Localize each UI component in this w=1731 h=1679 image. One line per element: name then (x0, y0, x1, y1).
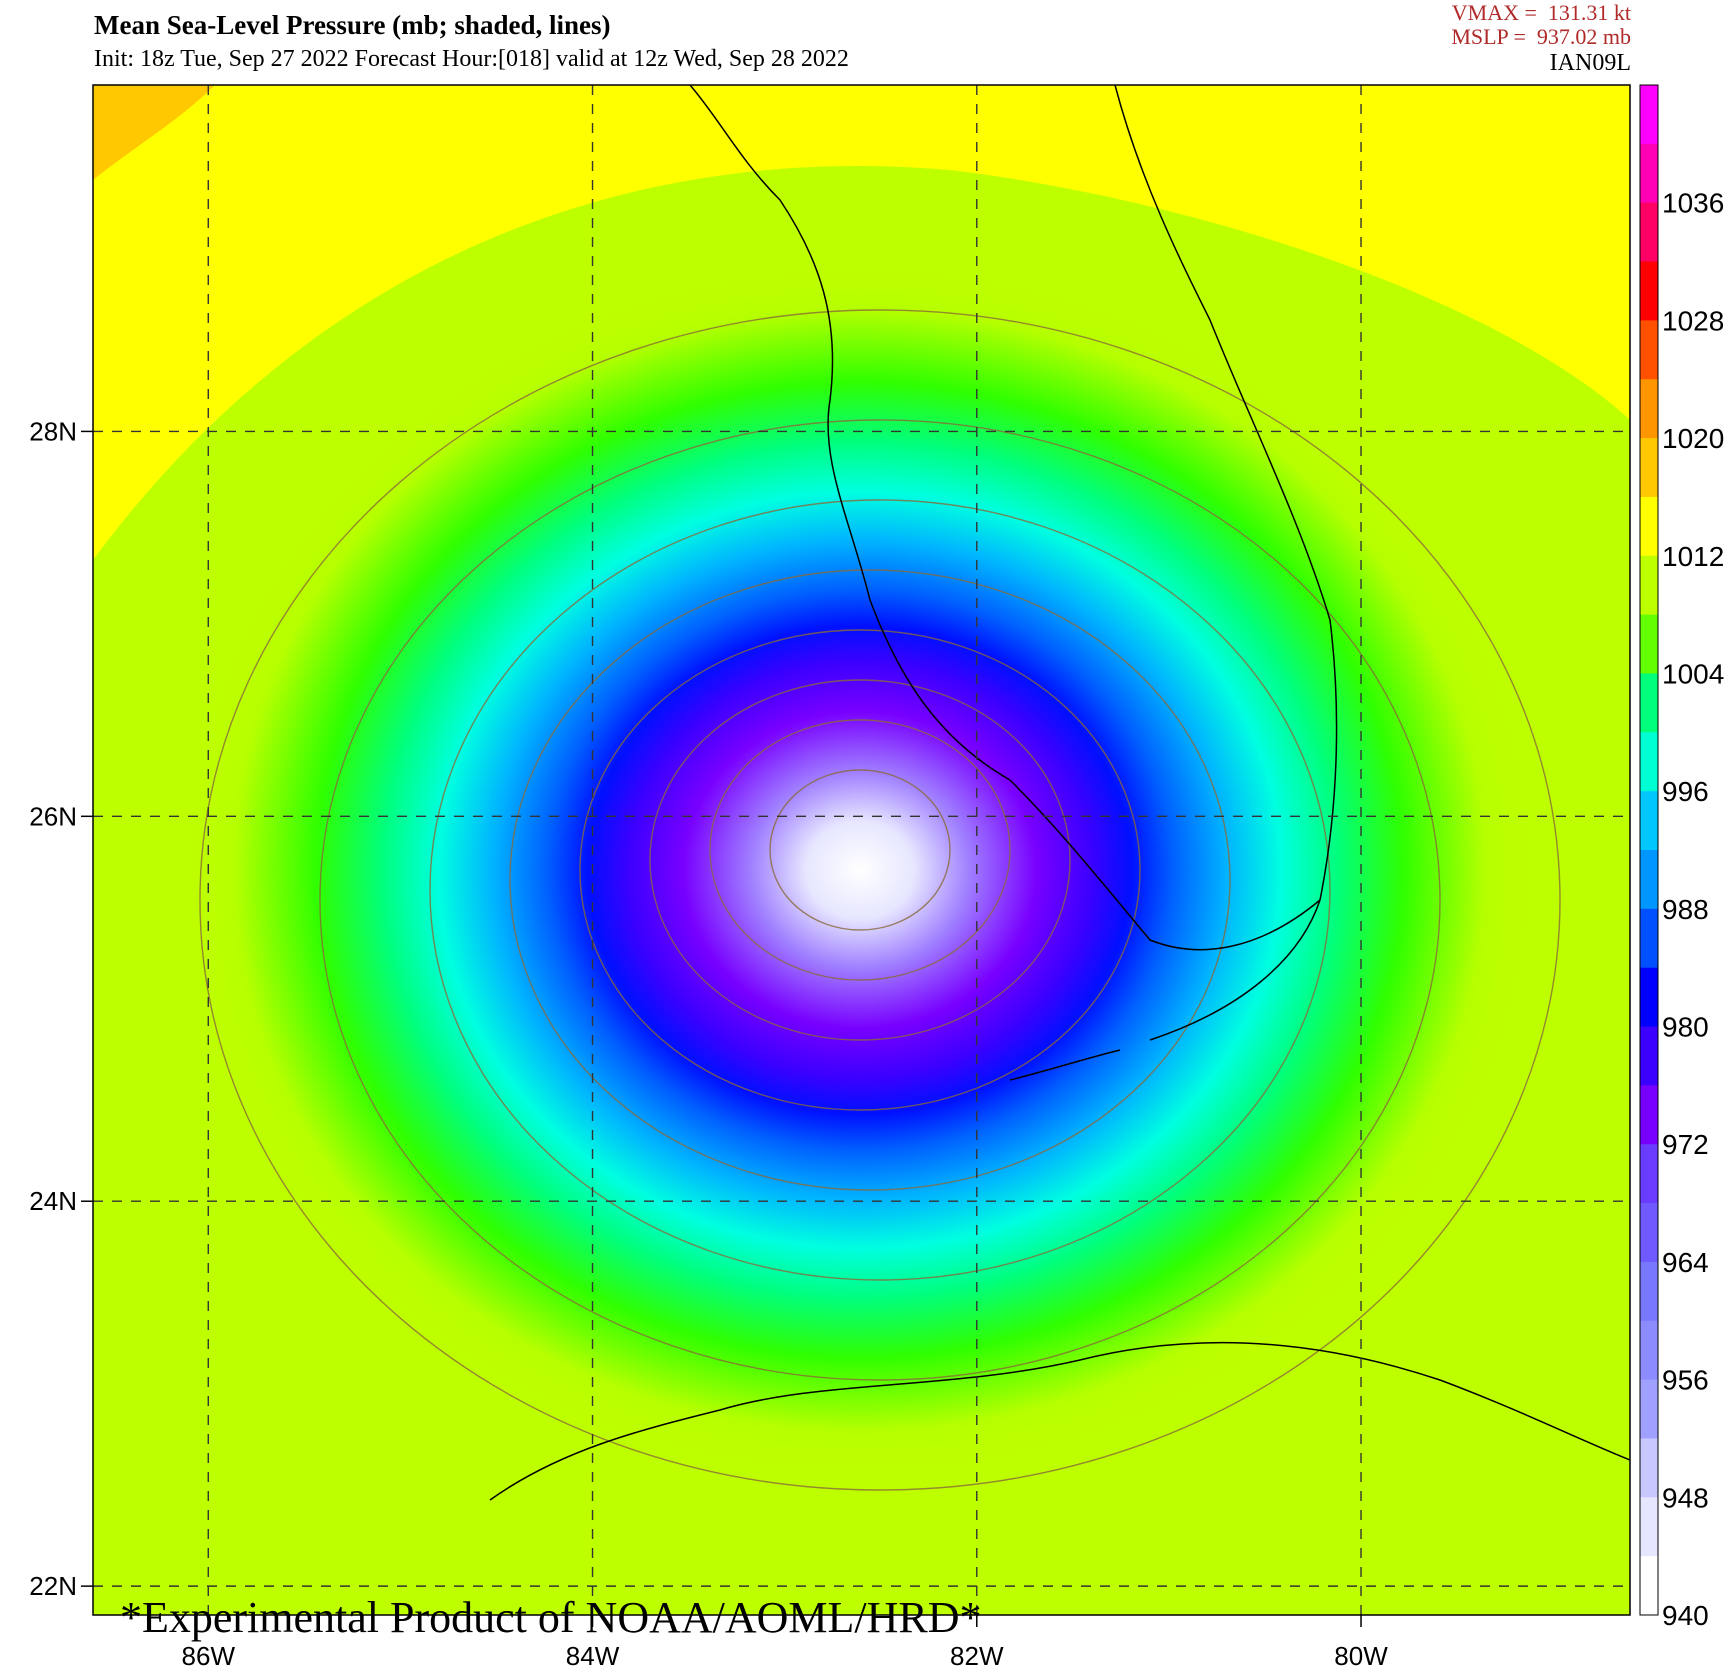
colorbar-swatch (1640, 791, 1658, 851)
colorbar-label: 956 (1662, 1365, 1709, 1396)
high-pressure-corner (93, 85, 215, 180)
colorbar-swatch (1640, 1026, 1658, 1086)
axis-ticks: 86W 84W 82W 80W 28N 26N 24N 22N (29, 416, 1388, 1671)
colorbar-swatch (1640, 438, 1658, 498)
colorbar-swatch (1640, 1438, 1658, 1498)
colorbar-swatch (1640, 379, 1658, 439)
high-pressure-region (93, 85, 1630, 560)
colorbar-swatch (1640, 1203, 1658, 1263)
colorbar-label: 1036 (1662, 188, 1724, 219)
colorbar-label: 1004 (1662, 658, 1724, 689)
colorbar-label: 1028 (1662, 305, 1724, 336)
y-tick-label: 26N (29, 801, 77, 831)
colorbar-label: 1020 (1662, 423, 1724, 454)
colorbar-label: 964 (1662, 1247, 1709, 1278)
colorbar-swatch (1640, 1320, 1658, 1381)
colorbar-swatch (1640, 1379, 1658, 1439)
colorbar-swatch (1640, 85, 1658, 145)
y-tick-label: 24N (29, 1186, 77, 1216)
colorbar-swatch (1640, 850, 1658, 910)
y-tick-label: 28N (29, 416, 77, 446)
watermark: *Experimental Product of NOAA/AOML/HRD* (120, 1593, 982, 1642)
colorbar-swatch (1640, 1261, 1658, 1322)
x-tick-label: 84W (566, 1641, 620, 1671)
colorbar-swatch (1640, 1497, 1658, 1557)
vmax-readout: VMAX = 131.31 kt (1451, 0, 1631, 25)
colorbar-swatch (1640, 143, 1658, 204)
plot-frame (92, 84, 1631, 1616)
mslp-readout: MSLP = 937.02 mb (1451, 24, 1631, 49)
colorbar-swatch (1640, 732, 1658, 792)
colorbar-swatch (1640, 1085, 1658, 1145)
colorbar-swatch (1640, 1144, 1658, 1204)
colorbar-label: 988 (1662, 894, 1709, 925)
colorbar-label: 972 (1662, 1129, 1709, 1160)
colorbar-swatch (1640, 320, 1658, 380)
y-tick-label: 22N (29, 1571, 77, 1601)
plot-subtitle: Init: 18z Tue, Sep 27 2022 Forecast Hour… (94, 46, 849, 72)
plot-title: Mean Sea-Level Pressure (mb; shaded, lin… (94, 10, 611, 40)
colorbar-swatch (1640, 614, 1658, 674)
x-tick-label: 80W (1334, 1641, 1388, 1671)
colorbar: 1036 1028 1020 1012 1004 996 988 980 972 964 956 94… (1639, 84, 1724, 1631)
colorbar-label: 980 (1662, 1012, 1709, 1043)
colorbar-swatch (1640, 967, 1658, 1028)
graticule (93, 85, 1630, 1615)
isobar-lines (199, 309, 1561, 1491)
colorbar-swatch (1640, 261, 1658, 321)
x-tick-label: 82W (950, 1641, 1004, 1671)
cyclone-shading (180, 260, 1540, 1480)
colorbar-label: 996 (1662, 776, 1709, 807)
colorbar-swatch (1640, 1556, 1658, 1616)
coastlines (489, 85, 1630, 1501)
colorbar-swatch (1640, 202, 1658, 263)
colorbar-label: 1012 (1662, 541, 1724, 572)
colorbar-label: 948 (1662, 1482, 1709, 1513)
storm-id: IAN09L (1549, 50, 1631, 76)
colorbar-label: 940 (1662, 1600, 1709, 1631)
x-tick-label: 86W (182, 1641, 236, 1671)
colorbar-swatch (1640, 908, 1658, 969)
colorbar-swatch (1640, 555, 1658, 616)
colorbar-swatch (1640, 673, 1658, 733)
colorbar-swatch (1640, 496, 1658, 557)
colorbar-frame (1639, 84, 1659, 1616)
